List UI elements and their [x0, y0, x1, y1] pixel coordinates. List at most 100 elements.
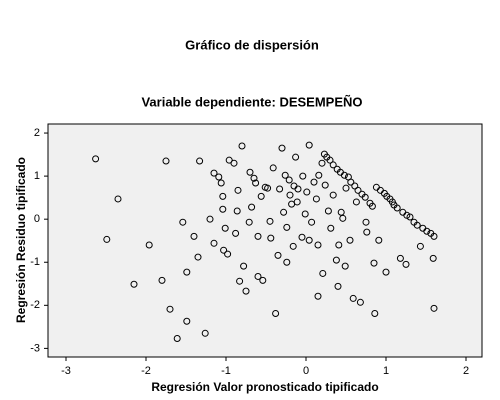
point	[312, 195, 320, 203]
point	[286, 191, 294, 199]
point	[370, 259, 378, 267]
plot-area	[47, 123, 483, 358]
point	[319, 269, 327, 277]
point	[215, 173, 223, 181]
x-tick-label: -3	[61, 365, 71, 377]
y-tick-label: -1	[30, 256, 40, 268]
point	[225, 156, 233, 164]
point	[158, 276, 166, 284]
point	[236, 277, 244, 285]
y-axis-label: Regresión Residuo tipificado	[14, 157, 28, 323]
point	[283, 223, 291, 231]
point	[183, 317, 191, 325]
point	[281, 171, 289, 179]
point	[402, 260, 410, 268]
point	[248, 203, 256, 211]
point	[206, 215, 214, 223]
point	[342, 184, 350, 192]
point	[332, 256, 340, 264]
point	[232, 229, 240, 237]
point	[166, 305, 174, 313]
point	[230, 159, 238, 167]
point	[329, 191, 337, 199]
x-tick-label: -1	[221, 365, 231, 377]
point	[233, 207, 241, 215]
point	[196, 157, 204, 165]
point	[354, 186, 362, 194]
point	[396, 254, 404, 262]
point	[289, 242, 297, 250]
x-tick-label: 2	[463, 365, 469, 377]
point	[340, 171, 348, 179]
x-tick-label: -2	[141, 365, 151, 377]
point	[303, 188, 311, 196]
point	[393, 204, 401, 212]
point	[145, 241, 153, 249]
point	[315, 171, 323, 179]
point	[234, 186, 242, 194]
point	[224, 250, 232, 258]
point	[375, 236, 383, 244]
point	[349, 294, 357, 302]
y-tick-label: -3	[30, 342, 40, 354]
point	[314, 292, 322, 300]
point	[429, 254, 437, 262]
point	[210, 169, 218, 177]
point	[430, 232, 438, 240]
point	[217, 179, 225, 187]
point	[362, 218, 370, 226]
point	[92, 155, 100, 163]
point	[308, 218, 316, 226]
point	[240, 262, 248, 270]
point	[220, 246, 228, 254]
point	[339, 214, 347, 222]
point	[179, 218, 187, 226]
point	[318, 159, 326, 167]
point	[245, 218, 253, 226]
point	[257, 192, 265, 200]
point	[406, 213, 414, 221]
point	[305, 141, 313, 149]
point	[416, 242, 424, 250]
x-tick-label: 0	[303, 365, 309, 377]
point	[246, 168, 254, 176]
point	[283, 258, 291, 266]
point	[254, 272, 262, 280]
point	[201, 329, 209, 337]
point	[210, 239, 218, 247]
point	[242, 287, 250, 295]
point	[194, 253, 202, 261]
point	[361, 193, 369, 201]
point	[183, 268, 191, 276]
point	[221, 224, 229, 232]
point	[173, 334, 181, 342]
point	[368, 202, 376, 210]
point	[259, 276, 267, 284]
point	[423, 227, 431, 235]
point	[269, 164, 277, 172]
point	[321, 181, 329, 189]
point	[326, 156, 334, 164]
point	[274, 251, 282, 259]
y-tick-label: 1	[34, 170, 40, 182]
point	[382, 268, 390, 276]
point	[219, 205, 227, 213]
point	[294, 185, 302, 193]
y-tick-label: 2	[34, 127, 40, 139]
point	[371, 310, 379, 318]
point	[335, 241, 343, 249]
point	[219, 192, 227, 200]
point	[254, 232, 262, 240]
point	[327, 224, 335, 232]
point	[363, 228, 371, 236]
point	[356, 298, 364, 306]
point	[310, 178, 318, 186]
point	[266, 217, 274, 225]
point	[430, 304, 438, 312]
point	[130, 280, 138, 288]
point	[346, 236, 354, 244]
point	[334, 282, 342, 290]
point	[267, 234, 275, 242]
